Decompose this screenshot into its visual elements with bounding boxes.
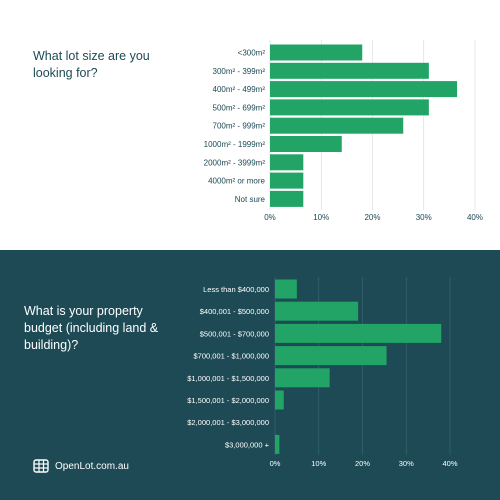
tick-label: 30%	[399, 459, 414, 468]
bar	[275, 279, 297, 299]
lot-size-chart: <300m² 300m² - 399m² 400m² - 499m² 500m² - …	[204, 40, 483, 222]
lot-size-question: What lot size are you looking for?	[33, 49, 150, 80]
bar	[270, 154, 304, 171]
category-label: $1,500,001 - $2,000,000	[187, 396, 269, 405]
tick-label: 0%	[270, 459, 281, 468]
category-label: $2,000,001 - $3,000,000	[187, 418, 269, 427]
tick-label: 30%	[416, 213, 432, 222]
lot-size-panel	[0, 0, 500, 250]
tick-label: 10%	[313, 213, 329, 222]
tick-label: 20%	[355, 459, 370, 468]
brand-name: OpenLot.com.au	[55, 460, 129, 472]
tick-label: 40%	[442, 459, 457, 468]
bar	[270, 81, 458, 98]
category-label: <300m²	[238, 49, 266, 58]
category-label: 4000m² or more	[208, 177, 265, 186]
category-label: 2000m² - 3999m²	[204, 158, 266, 167]
bar	[275, 368, 330, 388]
category-label: Less than $400,000	[203, 285, 269, 294]
bar	[275, 301, 359, 321]
bar	[270, 190, 304, 207]
bar	[270, 172, 304, 189]
bar	[270, 136, 342, 152]
tick-label: 20%	[364, 213, 380, 222]
bar	[270, 99, 429, 116]
category-label: Not sure	[235, 195, 266, 204]
bar	[270, 62, 429, 79]
bar	[275, 323, 442, 343]
budget-question: What is your property budget (including …	[24, 304, 159, 352]
tick-label: 0%	[264, 213, 276, 222]
category-label: $1,000,001 - $1,500,000	[187, 374, 269, 383]
category-label: $700,001 - $1,000,000	[194, 352, 269, 361]
category-label: 400m² - 499m²	[213, 85, 266, 94]
grid-logo-icon	[33, 459, 49, 473]
tick-label: 10%	[311, 459, 326, 468]
category-label: $400,001 - $500,000	[200, 307, 269, 316]
budget-panel	[0, 250, 500, 500]
category-label: 700m² - 999m²	[213, 122, 266, 131]
category-label: $500,001 - $700,000	[200, 329, 269, 338]
bar	[275, 346, 387, 366]
category-label: 300m² - 399m²	[213, 67, 266, 76]
bar	[270, 117, 404, 134]
tick-label: 40%	[467, 213, 483, 222]
bar	[275, 434, 280, 454]
category-label: $3,000,000 +	[225, 440, 270, 449]
bar	[270, 44, 363, 61]
brand-logo[interactable]: OpenLot.com.au	[33, 459, 129, 473]
bar	[275, 390, 284, 410]
category-label: 500m² - 699m²	[213, 103, 266, 112]
category-label: 1000m² - 1999m²	[204, 140, 266, 149]
